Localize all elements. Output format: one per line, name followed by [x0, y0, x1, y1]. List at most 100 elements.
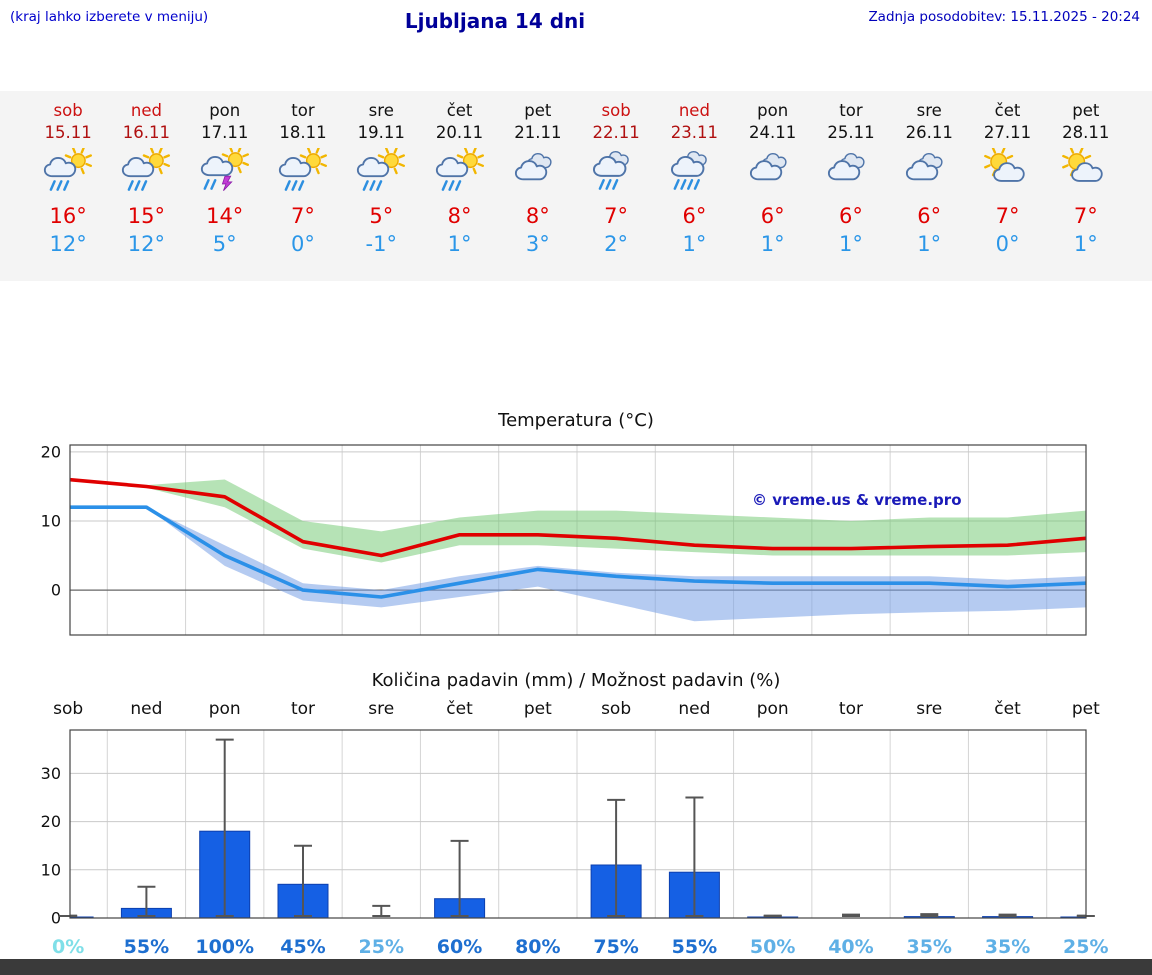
- high-temp: 15°: [127, 204, 166, 228]
- day-date: 27.11: [983, 123, 1032, 142]
- forecast-day: sre 26.11 6° 1°: [890, 101, 968, 257]
- forecast-day: ned 23.11 6° 1°: [655, 101, 733, 257]
- day-date: 19.11: [357, 123, 405, 142]
- high-temp: 7°: [1073, 204, 1098, 228]
- sun-rain-icon: [342, 145, 420, 197]
- day-date: 26.11: [905, 123, 953, 142]
- precip-probability: 45%: [280, 936, 326, 958]
- precip-day-label: pon: [756, 699, 789, 719]
- forecast-day: pet 21.11 8° 3°: [499, 101, 577, 257]
- high-temp: 7°: [995, 204, 1020, 228]
- precip-chart-title: Količina padavin (mm) / Možnost padavin …: [371, 670, 781, 691]
- forecast-day: pon 17.11 14° 5°: [186, 101, 264, 257]
- precip-axis-tick: 30: [41, 764, 61, 783]
- page-title: Ljubljana 14 dni: [404, 9, 586, 33]
- day-date: 17.11: [201, 123, 249, 142]
- day-date: 23.11: [670, 123, 719, 142]
- day-name: tor: [291, 101, 315, 120]
- high-temp: 8°: [525, 204, 550, 228]
- day-name: ned: [678, 101, 710, 120]
- precip-day-label: čet: [994, 699, 1021, 719]
- low-temp: -1°: [365, 232, 397, 256]
- precip-day-label: sre: [368, 699, 395, 719]
- forecast-day: čet 20.11 8° 1°: [420, 101, 498, 257]
- precip-day-label: čet: [446, 699, 473, 719]
- precip-day-label: sob: [601, 699, 632, 719]
- high-temp: 14°: [206, 204, 244, 228]
- footer-bar: [0, 959, 1152, 975]
- max-temp-line: [70, 477, 1086, 558]
- precip-probability: 55%: [671, 936, 718, 958]
- day-name: pon: [209, 101, 241, 120]
- precipitation-chart: 0 10 20 30: [41, 729, 1095, 928]
- precip-day-label: ned: [678, 699, 711, 719]
- low-temp: 1°: [1073, 232, 1098, 256]
- low-temp: 12°: [127, 232, 166, 256]
- low-temp: 1°: [682, 232, 707, 256]
- temp-axis-tick: 10: [41, 512, 61, 531]
- sun-storm-icon: [186, 145, 264, 197]
- day-date: 20.11: [435, 123, 484, 142]
- max-range-upper-band: [70, 479, 1086, 563]
- precip-day-label: sob: [53, 699, 84, 719]
- low-temp: 5°: [212, 232, 237, 256]
- watermark: © vreme.us & vreme.pro: [752, 491, 962, 509]
- precip-probability: 75%: [593, 936, 639, 958]
- forecast-day: tor 18.11 7° 0°: [264, 101, 342, 257]
- precip-day-label: ned: [130, 699, 163, 719]
- location-hint: (kraj lahko izberete v meniju): [10, 9, 209, 25]
- precip-probability: 60%: [436, 936, 483, 958]
- precip-probability: 35%: [984, 936, 1031, 958]
- precip-probability: 100%: [195, 936, 255, 958]
- precip-day-label: tor: [290, 699, 316, 719]
- forecast-day: sob 22.11 7° 2°: [577, 101, 655, 257]
- day-name: pon: [757, 101, 789, 120]
- cloud-heavy-rain-icon: [655, 145, 733, 197]
- cloud-icon: [812, 145, 890, 197]
- day-name: sre: [368, 101, 394, 120]
- temp-axis-tick: 20: [41, 442, 61, 461]
- day-date: 22.11: [592, 123, 640, 142]
- sun-cloud-icon: [1047, 145, 1125, 197]
- high-temp: 16°: [49, 204, 87, 228]
- high-temp: 7°: [291, 204, 315, 228]
- forecast-day: sob 15.11 16° 12°: [29, 101, 107, 257]
- forecast-day: pet 28.11 7° 1°: [1047, 101, 1125, 257]
- precip-probability: 50%: [749, 936, 796, 958]
- day-date: 18.11: [279, 123, 327, 142]
- low-temp: 1°: [760, 232, 785, 256]
- low-temp: 2°: [604, 232, 629, 256]
- cloud-icon: [890, 145, 968, 197]
- sun-rain-icon: [420, 145, 498, 197]
- high-temp: 7°: [604, 204, 629, 228]
- forecast-day: sre 19.11 5° -1°: [342, 101, 420, 257]
- precip-day-label: pet: [523, 699, 552, 719]
- forecast-day: čet 27.11 7° 0°: [968, 101, 1046, 257]
- sun-rain-icon: [107, 145, 185, 197]
- precip-axis-tick: 0: [51, 909, 61, 928]
- day-name: čet: [994, 101, 1021, 120]
- precip-day-labels-row: sob ned pon tor sre čet pet sob ned pon tor sre čet p…: [0, 699, 1152, 720]
- sun-rain-icon: [264, 145, 342, 197]
- low-temp: 12°: [49, 232, 87, 256]
- day-name: pet: [524, 101, 552, 120]
- precip-probability-row: 0% 55% 100% 45% 25% 60% 80% 75% 55% 50% 40% 35% 35% 2…: [0, 934, 1152, 960]
- forecast-day: pon 24.11 6° 1°: [734, 101, 812, 257]
- day-date: 28.11: [1062, 123, 1110, 142]
- cloud-icon: [734, 145, 812, 197]
- temp-axis-tick: 0: [51, 581, 61, 600]
- high-temp: 6°: [682, 204, 707, 228]
- temperature-chart-title: Temperatura (°C): [498, 410, 654, 431]
- low-temp: 1°: [447, 232, 472, 256]
- precip-probability: 0%: [52, 936, 85, 958]
- day-date: 21.11: [514, 123, 562, 142]
- precip-day-label: pet: [1071, 699, 1100, 719]
- precip-probability: 40%: [828, 936, 874, 958]
- day-name: sob: [53, 101, 83, 120]
- low-temp: 1°: [839, 232, 863, 256]
- precip-probability: 35%: [906, 936, 952, 958]
- low-temp: 3°: [525, 232, 550, 256]
- day-date: 16.11: [122, 123, 171, 142]
- top-bar: (kraj lahko izberete v meniju) Ljubljana…: [0, 0, 1152, 33]
- forecast-strip: sob 15.11 16° 12° ned 16.11 15° 12° pon 17.11 14° 5…: [0, 91, 1152, 281]
